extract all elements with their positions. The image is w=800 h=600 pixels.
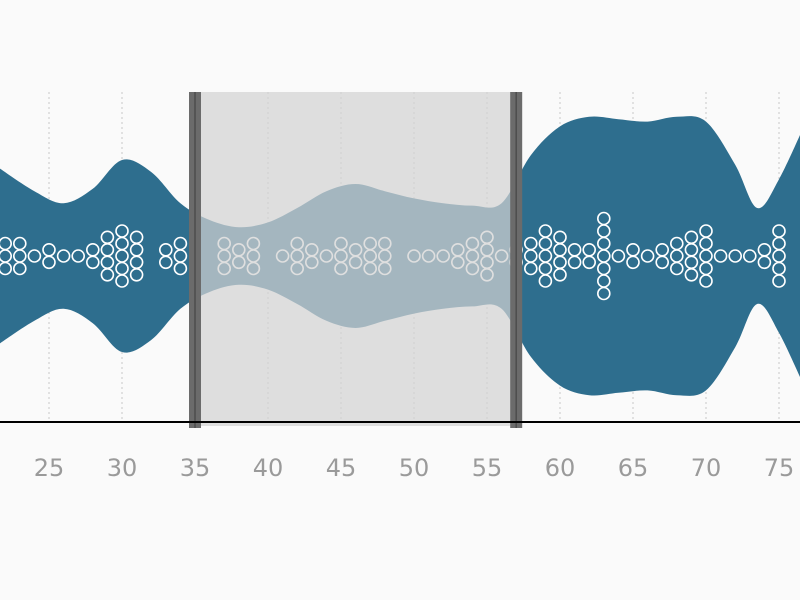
data-point [56,249,71,263]
data-point [582,255,597,270]
x-tick-label: 40 [253,454,284,482]
x-tick-label: 60 [545,454,576,482]
x-tick-label: 35 [180,454,211,482]
data-point [567,255,582,270]
data-point [699,274,713,288]
data-point [596,286,611,301]
data-point [71,249,85,263]
data-point [0,261,12,276]
data-point [684,267,699,282]
x-tick-label: 70 [691,454,722,482]
x-tick-label: 30 [107,454,138,482]
data-point [626,255,640,270]
x-tick-label: 45 [326,454,357,482]
data-point [611,249,626,263]
data-point [115,274,129,288]
data-point [669,261,684,276]
data-point [100,267,115,282]
x-axis-ticks: 25 30 35 40 45 50 55 60 65 70 75 [34,454,795,482]
data-point [538,274,553,288]
data-point [173,261,188,276]
x-tick-label: 50 [399,454,430,482]
data-point [655,255,670,270]
x-tick-label: 25 [34,454,65,482]
data-point [27,249,42,263]
data-point [757,255,772,270]
data-point [742,249,757,263]
range-brush[interactable] [189,92,523,428]
data-point [713,249,728,263]
x-tick-label: 65 [618,454,649,482]
brush-selection[interactable] [195,92,517,426]
data-point [772,274,786,288]
data-point [640,249,655,263]
data-point [728,249,743,263]
data-point [86,255,100,270]
x-tick-label: 55 [472,454,503,482]
data-point [42,255,56,270]
data-point [523,261,538,276]
x-tick-label: 75 [764,454,795,482]
data-point [159,255,173,270]
data-point [553,267,567,282]
data-point [129,267,144,282]
data-point [12,261,27,276]
